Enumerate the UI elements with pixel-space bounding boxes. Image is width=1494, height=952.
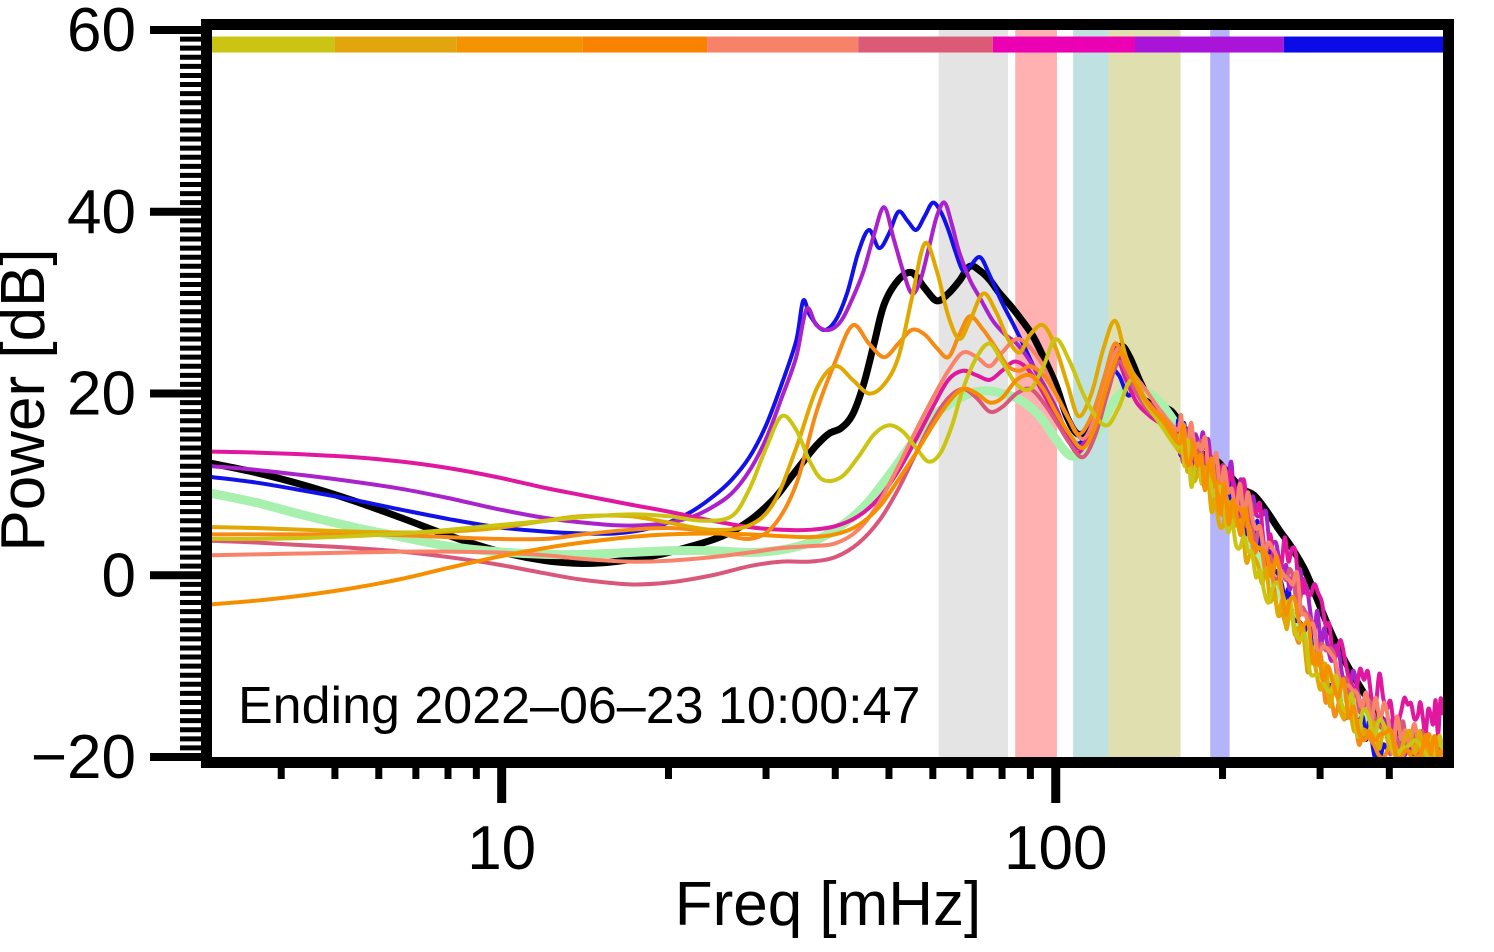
y-tick-label: 0 (102, 541, 136, 610)
band-periwinkle (1210, 30, 1230, 757)
colorbar-seg-8 (1134, 36, 1284, 53)
colorbar-seg-7 (992, 36, 1135, 53)
ending-timestamp-annotation: Ending 2022‒06‒23 10:00:47 (238, 677, 920, 735)
spectrum-gold (210, 240, 1441, 760)
x-tick-label: 10 (467, 814, 536, 883)
colorbar-seg-2 (334, 36, 457, 53)
mean-spectrum (208, 262, 1442, 757)
colorbar-seg-5 (707, 36, 859, 53)
colorbar-seg-1 (212, 36, 335, 53)
axis-tick-labels: 10 100 −20 0 20 40 60 (31, 0, 1108, 883)
y-tick-label: 20 (67, 360, 136, 429)
axis-ticks (150, 26, 1393, 803)
x-tick-label: 100 (1004, 814, 1107, 883)
colorbar-seg-9 (1283, 36, 1443, 53)
colorbar-seg-3 (456, 36, 583, 53)
y-axis-label: Power [dB] (0, 248, 58, 551)
y-tick-label: 60 (67, 0, 136, 65)
colorbar-seg-6 (858, 36, 993, 53)
spectrum-orange-low (210, 350, 1445, 760)
spectra-curves (207, 200, 1448, 761)
x-axis-label: Freq [mHz] (675, 870, 982, 939)
colorbar-seg-4 (582, 36, 708, 53)
y-tick-label: 40 (67, 178, 136, 247)
y-tick-label: −20 (31, 723, 136, 792)
time-progression-colorbar (212, 36, 1443, 53)
